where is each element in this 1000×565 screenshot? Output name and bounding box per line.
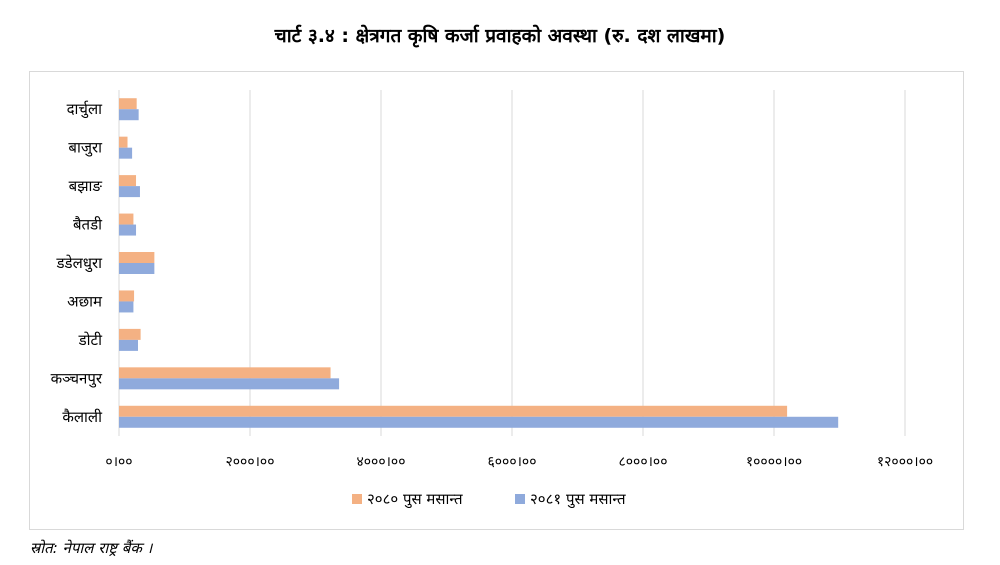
y-category-label: अछाम xyxy=(67,292,103,310)
x-tick-label: ८०००।०० xyxy=(619,454,668,470)
bar-series1 xyxy=(119,175,137,187)
bar-series1 xyxy=(119,98,137,110)
y-category-label: डडेलधुरा xyxy=(56,254,104,273)
bar-series1 xyxy=(119,252,155,263)
bar-series2 xyxy=(119,339,138,351)
bar-series2 xyxy=(119,147,133,159)
x-tick-label: ६०००।०० xyxy=(488,454,537,470)
bar-series1 xyxy=(119,405,788,417)
y-category-label: कैलाली xyxy=(62,408,103,426)
y-category-label: दार्चुला xyxy=(67,100,104,119)
bar-series2 xyxy=(119,186,140,198)
bar-series2 xyxy=(119,263,155,274)
bar-series1 xyxy=(119,328,141,340)
chart-frame xyxy=(29,71,964,530)
axis-labels: ०।०० २०००।०० ४०००।०० ६०००।०० ८०००।०० १००००।००… xyxy=(51,100,933,470)
y-category-label: बैतडी xyxy=(73,216,103,234)
bar-series2 xyxy=(119,301,134,313)
legend-label-series2: २०८१ पुस मसान्त xyxy=(530,490,626,509)
x-tick-label: १००००।०० xyxy=(746,454,802,470)
y-category-label: बझाङ xyxy=(69,177,103,195)
source-note: स्रोत: नेपाल राष्ट्र बैंक । xyxy=(30,539,153,557)
bar-series1 xyxy=(119,136,128,148)
y-category-label: कञ्चनपुर xyxy=(51,369,103,388)
x-tick-label: १२०००।०० xyxy=(877,454,933,470)
x-tick-label: २०००।०० xyxy=(226,454,275,470)
legend-label-series1: २०८० पुस मसान्त xyxy=(367,490,463,509)
bar-series2 xyxy=(119,416,839,428)
bar-series2 xyxy=(119,109,139,121)
bar-series1 xyxy=(119,290,135,302)
y-category-label: डोटी xyxy=(78,331,103,349)
bar-series1 xyxy=(119,367,331,379)
x-tick-label: ०।०० xyxy=(105,454,132,470)
chart-title: चार्ट ३.४ : क्षेत्रगत कृषि कर्जा प्रवाहक… xyxy=(274,25,726,47)
y-category-label: बाजुरा xyxy=(68,139,103,158)
legend-swatch-series1 xyxy=(352,494,362,504)
legend-swatch-series2 xyxy=(515,494,525,504)
bar-series1 xyxy=(119,213,134,225)
bar-series2 xyxy=(119,224,137,236)
bar-series2 xyxy=(119,378,340,390)
legend: २०८० पुस मसान्त २०८१ पुस मसान्त xyxy=(352,490,626,509)
bars xyxy=(119,98,839,428)
x-tick-label: ४०००।०० xyxy=(357,454,406,470)
